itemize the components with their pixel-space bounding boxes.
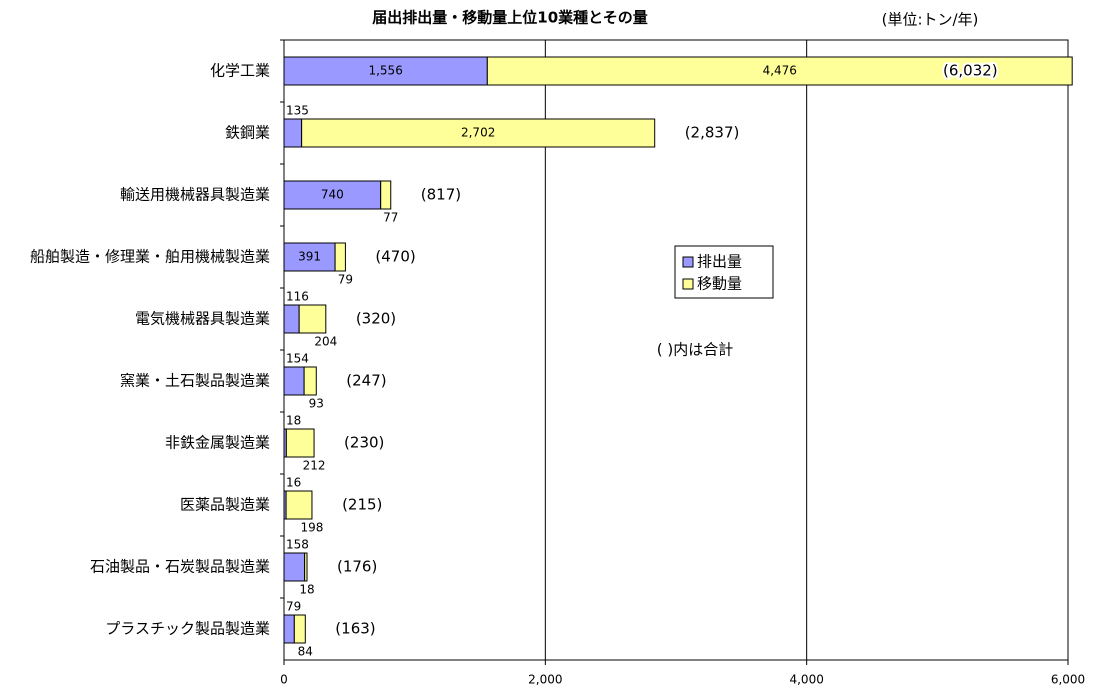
legend-swatch [682, 256, 694, 268]
bar-segment [283, 242, 336, 272]
bar-segment [301, 118, 656, 148]
x-tick-label: 6,000 [1051, 673, 1085, 687]
bar-segment [380, 180, 392, 210]
bar-segment [298, 304, 327, 334]
y-tick-label: 化学工業 [210, 62, 270, 80]
bar-segment [486, 56, 1073, 86]
bar-segment [283, 614, 295, 644]
total-label: (176) [337, 558, 377, 576]
data-label: 158 [286, 538, 309, 552]
data-label: 154 [286, 352, 309, 366]
total-label: (247) [346, 372, 386, 390]
bar-segment [285, 428, 315, 458]
y-tick-label: 輸送用機械器具製造業 [120, 186, 270, 204]
legend-label: 排出量 [697, 253, 742, 271]
data-label: 93 [309, 397, 324, 411]
data-label: 4,476 [763, 64, 797, 78]
legend-swatch [682, 278, 694, 290]
y-tick-label: 船舶製造・修理業・舶用機械製造業 [30, 248, 270, 266]
total-label: (817) [421, 186, 461, 204]
data-label: 77 [383, 211, 398, 225]
y-tick-label: 非鉄金属製造業 [165, 434, 270, 452]
data-label: 204 [314, 335, 337, 349]
total-label: (6,032) [943, 62, 998, 80]
data-label: 391 [298, 250, 321, 264]
total-label: (2,837) [685, 124, 740, 142]
data-label: 116 [286, 290, 309, 304]
x-tick-label: 4,000 [789, 673, 823, 687]
bar-segment [303, 366, 317, 396]
y-tick-label: 石油製品・石炭製品製造業 [90, 558, 270, 576]
bar-segment [283, 304, 300, 334]
bar-segment [334, 242, 346, 272]
chart-title: 届出排出量・移動量上位10業種とその量 [372, 9, 647, 27]
data-label: 79 [338, 273, 353, 287]
bar-segment [304, 552, 308, 582]
y-tick-label: 医薬品製造業 [180, 496, 270, 514]
total-label: (320) [356, 310, 396, 328]
data-label: 18 [299, 583, 314, 597]
total-label: (230) [344, 434, 384, 452]
y-tick-label: 電気機械器具製造業 [135, 310, 270, 328]
data-label: 740 [321, 188, 344, 202]
data-label: 1,556 [368, 64, 402, 78]
x-tick-label: 0 [280, 673, 288, 687]
data-label: 16 [286, 476, 301, 490]
bar-segment [285, 490, 313, 520]
y-tick-label: プラスチック製品製造業 [105, 620, 270, 638]
total-label: (163) [335, 620, 375, 638]
data-label: 18 [286, 414, 301, 428]
y-tick-label: 窯業・土石製品製造業 [120, 372, 270, 390]
total-label: (470) [375, 248, 415, 266]
bar-segment [283, 366, 305, 396]
data-label: 198 [301, 521, 324, 535]
data-label: 84 [298, 645, 313, 659]
total-label: (215) [342, 496, 382, 514]
data-label: 2,702 [461, 126, 495, 140]
data-label: 212 [303, 459, 326, 473]
data-label: 135 [286, 104, 309, 118]
x-tick-label: 2,000 [528, 673, 562, 687]
annotation: ( )内は合計 [657, 341, 733, 359]
legend-label: 移動量 [697, 275, 742, 293]
bar-segment [283, 552, 306, 582]
bar-segment [293, 614, 306, 644]
bar-segment [283, 118, 303, 148]
data-label: 79 [286, 600, 301, 614]
y-tick-label: 鉄鋼業 [225, 124, 270, 142]
chart-subtitle: (単位:トン/年) [882, 11, 979, 29]
